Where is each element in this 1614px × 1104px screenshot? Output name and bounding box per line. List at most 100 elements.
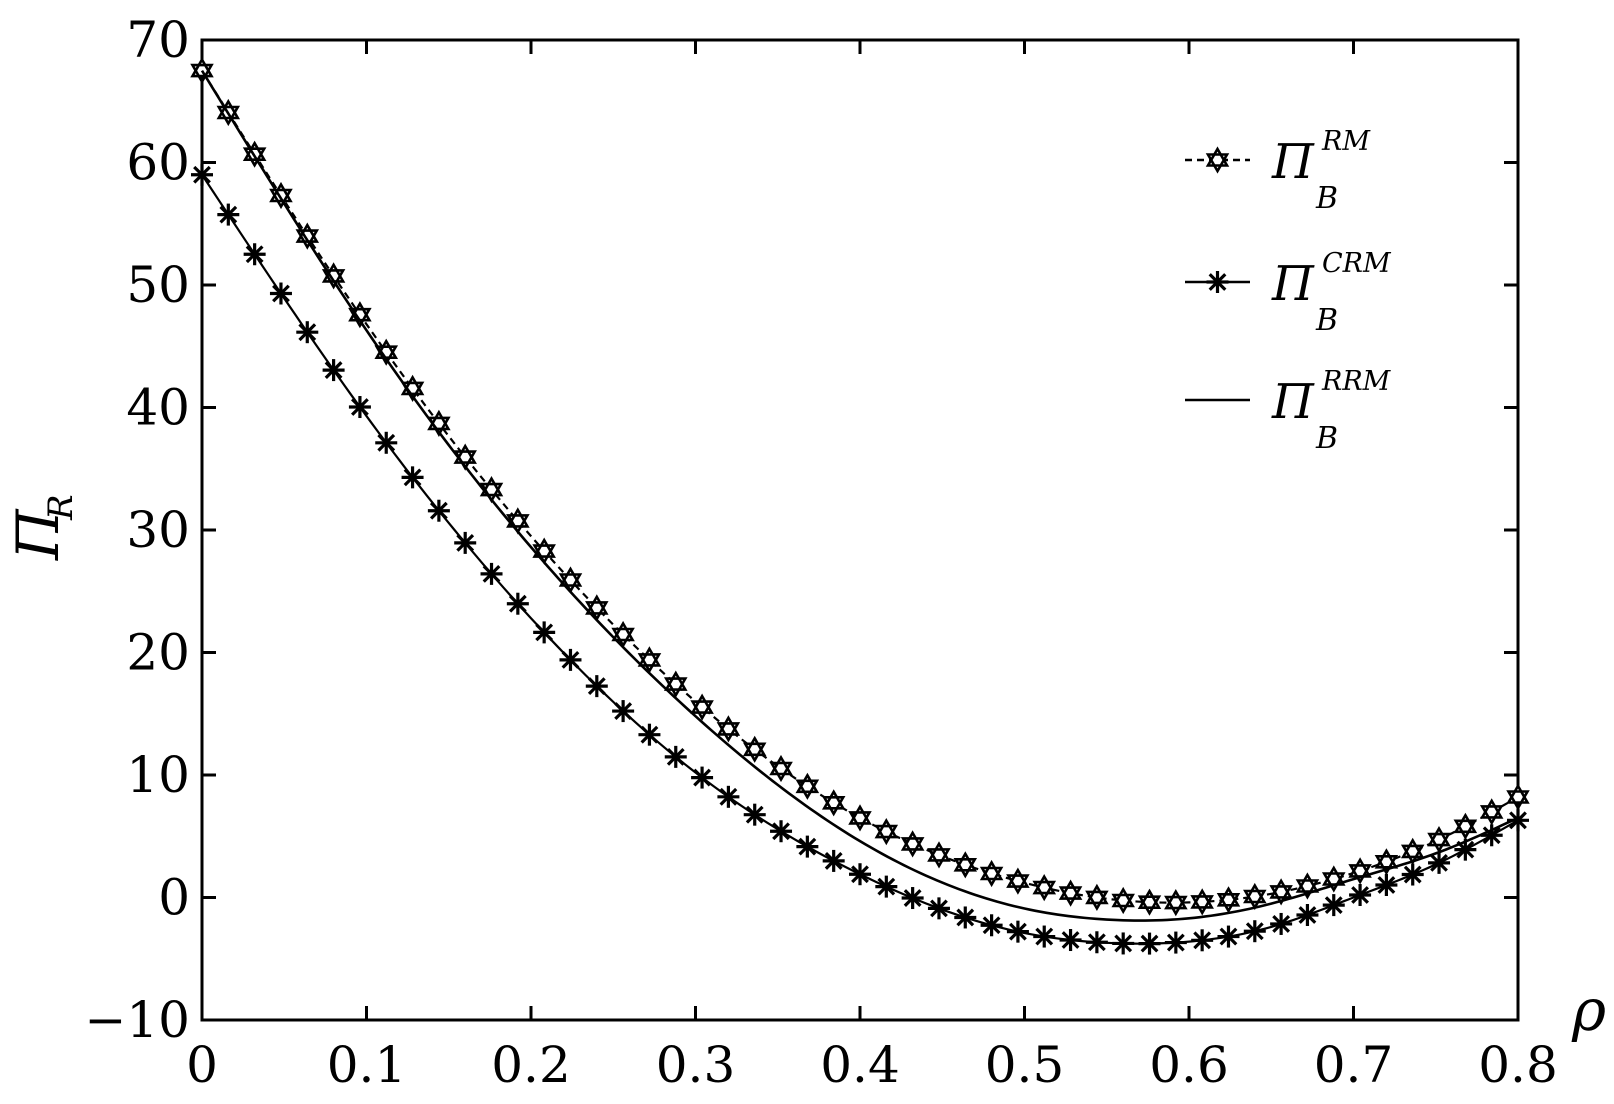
data-point-crm: [849, 863, 871, 886]
y-tick-label: 30: [126, 501, 190, 559]
y-tick-label: 50: [126, 256, 190, 314]
data-point-crm: [664, 745, 687, 768]
data-point-rm: [927, 841, 951, 869]
y-axis-label-main: Π: [4, 508, 72, 561]
data-point-crm: [743, 803, 766, 826]
data-point-crm: [875, 875, 898, 898]
legend-label-sup: CRM: [1322, 248, 1392, 279]
legend-label-sub: B: [1315, 421, 1338, 456]
data-point-rm: [190, 56, 214, 85]
data-point-rm: [979, 859, 1004, 888]
data-point-rm: [1400, 837, 1425, 866]
data-point-crm: [533, 621, 556, 644]
y-tick-label: 60: [126, 134, 190, 192]
data-point-crm: [375, 431, 398, 454]
y-tick-label: 20: [126, 624, 190, 682]
y-tick-label: 70: [126, 11, 190, 69]
data-point-rm: [874, 817, 899, 846]
legend-label-main: Π: [1271, 256, 1315, 312]
data-point-crm: [1243, 920, 1266, 943]
data-point-rm: [585, 594, 609, 622]
x-tick-label: 0: [186, 1036, 218, 1094]
x-tick-label: 0.4: [820, 1036, 900, 1094]
data-point-crm: [1428, 851, 1451, 874]
legend-item-crm: ΠB CRM: [1185, 248, 1392, 338]
data-point-rm: [1058, 879, 1083, 907]
legend-label-sub: B: [1315, 303, 1338, 338]
data-point-rm: [716, 715, 741, 743]
data-point-crm: [585, 675, 608, 698]
y-axis-label: Π R: [4, 494, 81, 561]
data-point-crm: [980, 914, 1003, 937]
legend-marker-hexagram: [1205, 146, 1230, 174]
x-tick-label: 0.3: [656, 1036, 736, 1094]
data-point-crm: [1033, 925, 1056, 948]
data-point-rm: [1374, 848, 1399, 876]
legend-item-rrm: ΠB RRM: [1185, 366, 1392, 456]
data-point-rm: [821, 789, 846, 817]
data-point-crm: [770, 820, 793, 843]
y-tick-label: 40: [126, 379, 190, 437]
data-point-rm: [1032, 874, 1057, 902]
data-point-crm: [269, 282, 292, 305]
y-axis-label-sub: R: [41, 494, 81, 521]
data-point-crm: [1349, 883, 1372, 906]
x-axis-label: ρ: [1571, 976, 1606, 1044]
data-point-rm: [742, 735, 767, 763]
data-point-rm: [1295, 872, 1320, 900]
data-point-rm: [690, 693, 714, 721]
x-tick-label: 0.2: [491, 1036, 571, 1094]
data-point-rm: [848, 804, 872, 832]
data-point-rm: [1269, 878, 1293, 906]
data-point-rm: [1479, 798, 1504, 826]
legend-label-sup: RM: [1321, 126, 1371, 157]
data-point-crm: [348, 396, 371, 419]
data-point-crm: [1375, 874, 1398, 897]
data-point-rm: [558, 566, 583, 594]
data-point-rm: [900, 830, 925, 858]
data-point-crm: [1006, 920, 1029, 943]
data-point-crm: [1296, 904, 1319, 927]
data-point-crm: [901, 887, 924, 910]
y-tick-label: 0: [158, 869, 190, 927]
data-point-crm: [1270, 912, 1293, 935]
data-point-crm: [638, 723, 661, 746]
axis-ticks: 0 0.1 0.2 0.3 0.4 0.5 0.6 0.7 0.8−10010203040506…: [84, 11, 1557, 1094]
data-point-crm: [191, 163, 213, 186]
data-point-crm: [217, 203, 240, 226]
y-tick-label: 10: [126, 746, 190, 804]
data-point-crm: [243, 243, 266, 266]
x-tick-label: 0.5: [985, 1036, 1065, 1094]
legend-label-sub: B: [1315, 181, 1338, 216]
data-point-rm: [1085, 883, 1109, 912]
legend-marker-asterisk: [1206, 271, 1229, 293]
data-point-rm: [1164, 889, 1188, 917]
data-point-crm: [954, 906, 977, 929]
data-point-crm: [717, 785, 740, 808]
data-point-crm: [1322, 894, 1345, 917]
legend-label-main: Π: [1271, 134, 1315, 190]
legend-label-main: Π: [1271, 374, 1315, 430]
data-point-rm: [953, 851, 978, 879]
data-point-rm: [1453, 812, 1478, 840]
data-point-rm: [321, 262, 346, 290]
x-tick-label: 0.1: [327, 1036, 407, 1094]
data-point-rm: [769, 754, 793, 783]
data-point-crm: [1112, 932, 1135, 955]
data-point-crm: [559, 648, 582, 671]
legend-label-sup: RRM: [1321, 366, 1392, 397]
data-point-rm: [1006, 867, 1030, 895]
series-line-rrm: [200, 69, 1519, 922]
data-point-rm: [242, 140, 267, 168]
data-point-crm: [427, 499, 450, 522]
data-point-crm: [1085, 931, 1108, 954]
data-point-crm: [1191, 929, 1214, 952]
data-point-rm: [637, 646, 662, 674]
x-tick-label: 0.6: [1149, 1036, 1229, 1094]
data-point-crm: [612, 700, 635, 723]
data-point-rm: [532, 537, 556, 565]
series-line-rm: [201, 70, 1519, 904]
data-point-crm: [296, 321, 319, 344]
data-point-crm: [691, 766, 714, 789]
